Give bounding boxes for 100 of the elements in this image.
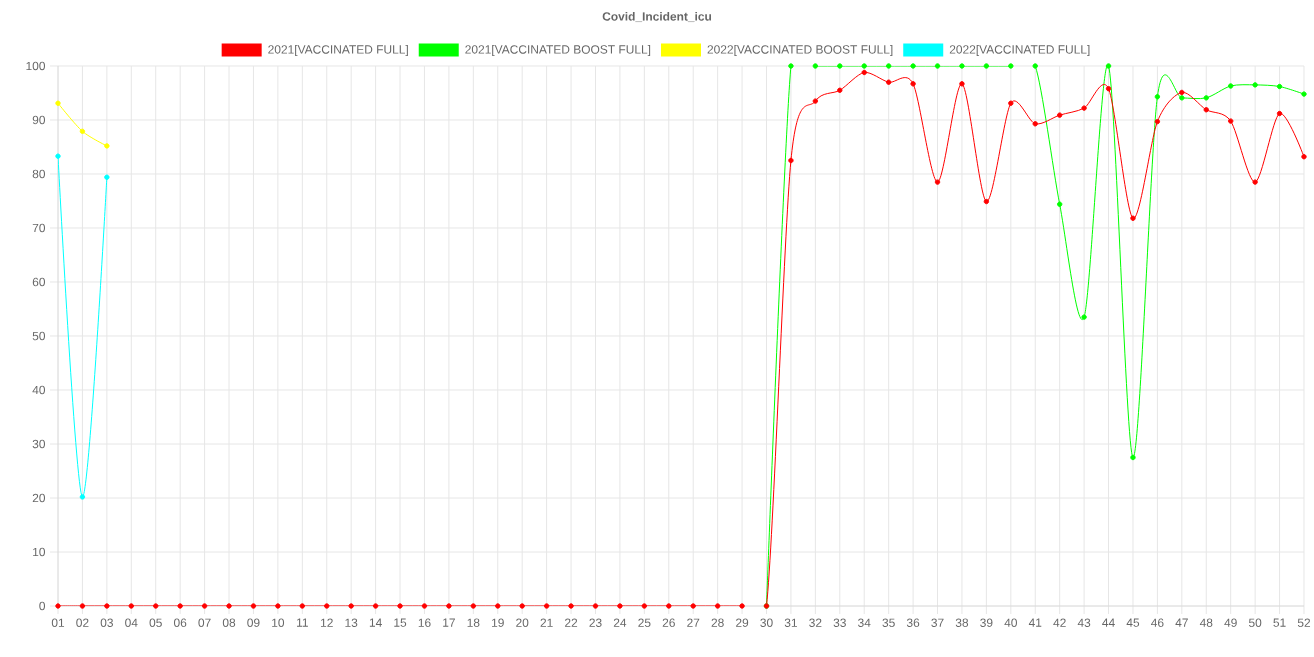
point [201, 603, 208, 609]
point [250, 603, 257, 609]
point [739, 603, 745, 609]
x-tick-label: 43 [1077, 618, 1091, 627]
y-tick-label: 50 [32, 331, 46, 341]
x-tick-label: 48 [1199, 618, 1213, 627]
x-tick-label: 33 [833, 618, 846, 627]
x-tick-label: 29 [736, 618, 749, 627]
point [104, 603, 110, 609]
y-tick-label: 20 [32, 493, 46, 503]
x-tick-label: 49 [1224, 618, 1237, 627]
point [1276, 110, 1283, 117]
point [1081, 314, 1087, 320]
point [1105, 63, 1112, 69]
legend-label: 2022[VACCINATED FULL] [949, 44, 1090, 57]
point [1056, 201, 1063, 207]
point [55, 603, 61, 609]
point [959, 63, 965, 69]
x-tick-label: 32 [809, 618, 822, 627]
x-tick-label: 16 [418, 618, 431, 627]
point [153, 603, 159, 609]
point [641, 603, 648, 609]
x-tick-label: 21 [540, 618, 553, 627]
x-tick-label: 39 [980, 618, 993, 627]
point [1203, 95, 1209, 101]
point [812, 63, 819, 69]
point [788, 157, 794, 164]
x-tick-label: 23 [589, 618, 602, 627]
point [1276, 83, 1283, 90]
x-tick-label: 05 [149, 618, 162, 627]
point [79, 494, 86, 500]
x-tick-label: 15 [394, 618, 407, 627]
x-tick-label: 37 [931, 618, 944, 627]
point [519, 603, 525, 609]
y-tick-label: 0 [39, 601, 46, 611]
x-tick-label: 52 [1297, 618, 1311, 627]
point [1105, 85, 1112, 92]
point [885, 63, 892, 69]
point [1301, 154, 1307, 160]
point [226, 603, 232, 609]
x-tick-label: 46 [1151, 618, 1164, 627]
point [79, 603, 86, 609]
x-tick-label: 35 [882, 618, 895, 627]
x-tick-label: 22 [565, 618, 578, 627]
point [104, 174, 110, 180]
x-tick-label: 20 [516, 618, 529, 627]
x-tick-label: 13 [345, 618, 358, 627]
x-tick-label: 17 [443, 618, 455, 627]
point [104, 143, 110, 149]
point [470, 603, 477, 609]
x-tick-label: 03 [100, 618, 113, 627]
point [299, 603, 306, 609]
x-tick-label: 31 [784, 618, 797, 627]
x-tick-label: 14 [369, 618, 382, 627]
point [1032, 121, 1038, 127]
point [1056, 112, 1063, 118]
y-tick-label: 60 [32, 277, 46, 287]
x-tick-label: 07 [198, 618, 211, 627]
x-tick-label: 18 [467, 618, 480, 627]
y-tick-label: 90 [32, 115, 46, 125]
point [397, 603, 403, 609]
point [324, 603, 330, 609]
point [812, 98, 819, 104]
x-tick-label: 27 [687, 618, 700, 627]
point [1130, 454, 1136, 461]
x-tick-label: 10 [272, 618, 285, 627]
point [55, 153, 61, 159]
point [788, 63, 794, 69]
point [983, 63, 990, 69]
point [714, 603, 721, 609]
point [885, 79, 892, 85]
point [910, 81, 916, 87]
point [690, 603, 696, 609]
legend-label: 2021[VACCINATED BOOST FULL] [465, 44, 651, 57]
point [1130, 215, 1136, 221]
legend-label: 2021[VACCINATED FULL] [268, 44, 408, 57]
y-tick-label: 40 [32, 385, 46, 395]
x-tick-label: 30 [760, 618, 773, 627]
point [1154, 94, 1161, 100]
x-tick-label: 45 [1126, 618, 1140, 627]
x-tick-label: 02 [76, 618, 89, 627]
point [837, 87, 843, 93]
chart-title: Covid_Incident_icu [602, 11, 712, 23]
point [495, 603, 501, 609]
x-tick-label: 51 [1273, 618, 1286, 627]
point [421, 603, 428, 609]
x-tick-label: 12 [321, 618, 333, 627]
x-tick-label: 41 [1028, 618, 1042, 627]
point [1032, 63, 1038, 69]
point [1227, 118, 1234, 124]
x-tick-label: 24 [613, 618, 627, 627]
y-tick-label: 10 [33, 547, 46, 557]
point [1081, 105, 1087, 111]
point [1008, 100, 1014, 106]
point [372, 603, 379, 609]
point [1008, 63, 1014, 69]
x-tick-label: 26 [662, 618, 675, 627]
point [1252, 82, 1258, 88]
y-tick-label: 100 [26, 61, 46, 71]
point [861, 63, 867, 69]
